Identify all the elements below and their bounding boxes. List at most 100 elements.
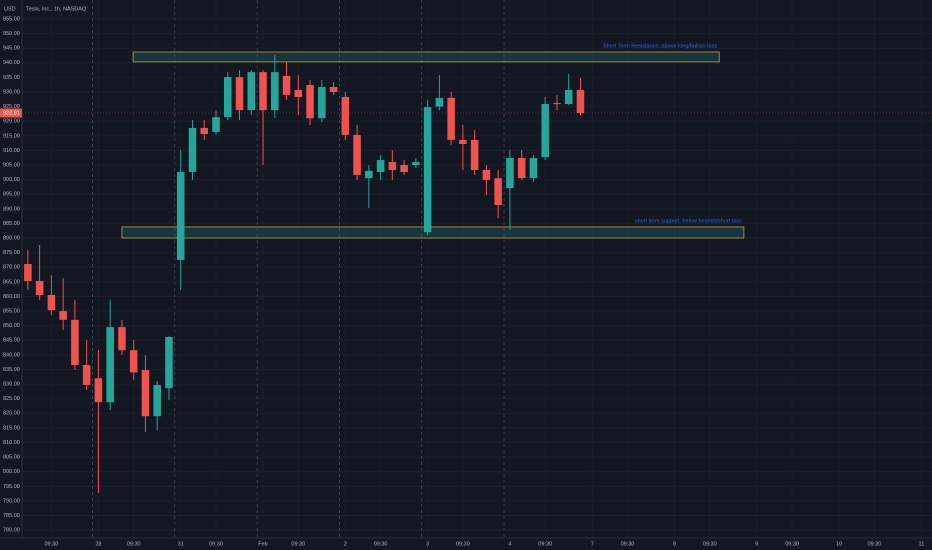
candle-body [153,384,161,417]
candle-body [435,97,444,107]
y-tick-label: 870.00 [3,265,20,271]
candle-body [294,89,303,97]
candle-body [506,158,514,189]
x-tick-label: 09:30 [456,541,470,547]
candle-body [564,89,573,104]
candle-body [223,77,232,118]
y-tick-label: 920.00 [3,119,20,125]
zone-label: Short Term Resistance, above long/bullis… [603,43,717,49]
x-tick-label: 09:30 [621,541,635,547]
y-tick-label: 820.00 [3,411,20,417]
candle-body [376,160,385,173]
candle-body [165,337,173,389]
y-tick-label: 885.00 [3,221,20,227]
candle-body [82,365,91,385]
y-tick-label: 810.00 [3,440,20,446]
y-tick-label: 930.00 [3,89,20,95]
x-tick-label: 10 [836,541,842,547]
axis-background [0,0,22,550]
y-tick-label: 955.00 [3,16,20,22]
candle-body [459,139,467,144]
candle-body [517,158,526,179]
y-tick-label: 795.00 [3,484,20,490]
candle-body [235,77,244,111]
x-tick-label: 09:30 [374,541,388,547]
candle-body [188,127,197,173]
y-tick-label: 910.00 [3,148,20,154]
y-tick-label: 780.00 [3,528,20,534]
x-tick-label: 7 [591,541,594,547]
x-tick-label: 09:30 [785,541,799,547]
zones: Short Term Resistance, above long/bullis… [121,43,745,239]
candle-body [400,165,408,173]
zone-label: short term support, below bearish/short … [635,218,742,224]
candle-body [576,89,585,114]
y-tick-label: 895.00 [3,192,20,198]
y-tick-label: 875.00 [3,250,20,256]
candle-body [271,72,279,111]
y-tick-label: 950.00 [3,31,20,37]
candle-body [59,311,67,320]
candle-body [353,134,361,175]
candle-body [24,264,32,281]
y-tick-label: 855.00 [3,309,20,315]
x-tick-label: 09:30 [291,541,305,547]
candle-body [553,103,561,105]
x-tick-label: 31 [178,541,184,547]
candle-body [47,294,56,311]
y-tick-label: 840.00 [3,352,20,358]
y-tick-label: 825.00 [3,396,20,402]
candle-body [365,170,373,179]
candle-body [176,172,185,260]
candle-body [306,84,314,119]
y-tick-label: 880.00 [3,235,20,241]
candle-body [388,162,397,170]
candle-body [247,72,256,111]
x-tick-label: 9 [755,541,758,547]
y-tick-label: 925.00 [3,104,20,110]
candle-body [200,127,208,135]
candle-body [35,280,44,295]
x-tick-label: 09:30 [127,541,141,547]
candle-body [71,319,79,366]
y-tick-label: 865.00 [3,279,20,285]
x-tick-label: 09:30 [209,541,223,547]
y-tick-label: 790.00 [3,498,20,504]
candle-body [282,75,291,95]
y-tick-label: 815.00 [3,425,20,431]
candles [22,54,932,494]
y-tick-label: 900.00 [3,177,20,183]
y-tick-label: 835.00 [3,367,20,373]
last-price-label: 922.81 [3,110,20,116]
candle-body [447,97,455,140]
candle-body [494,178,502,206]
zone [132,51,720,63]
candle-body [423,107,432,233]
y-tick-label: 945.00 [3,46,20,52]
x-tick-label: 28 [95,541,101,547]
candle-body [94,378,103,403]
y-tick-label: 785.00 [3,513,20,519]
candle-body [318,87,326,119]
y-tick-label: 850.00 [3,323,20,329]
candle-body [106,327,114,403]
candle-body [541,103,549,158]
candle-body [141,370,150,417]
candle-body [259,72,267,111]
y-tick-label: 935.00 [3,75,20,81]
candle-body [212,117,220,133]
y-tick-label: 845.00 [3,338,20,344]
x-tick-label: 09:30 [868,541,882,547]
candle-body [412,162,420,166]
x-tick-label: 09:30 [45,541,59,547]
candle-body [529,158,538,179]
y-tick-label: 800.00 [3,469,20,475]
x-tick-label: 4 [508,541,511,547]
currency: USD [4,6,16,12]
y-tick-label: 830.00 [3,382,20,388]
y-tick-label: 860.00 [3,294,20,300]
chart-title: Tesla, Inc., 1h, NASDAQ [26,6,87,12]
x-tick-label: 2 [344,541,347,547]
